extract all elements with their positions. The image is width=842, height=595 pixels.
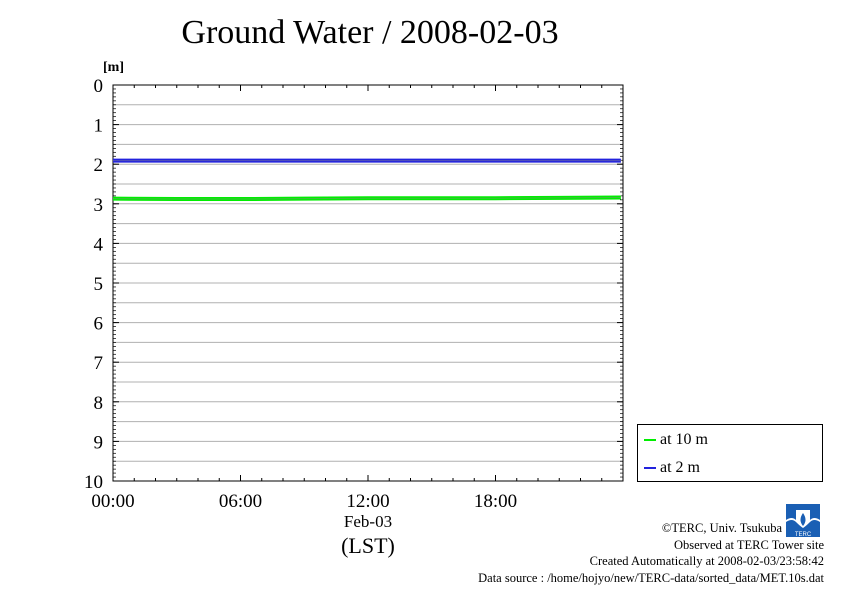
credit-created: Created Automatically at 2008-02-03/23:5…	[589, 554, 824, 568]
x-tick-label: 12:00	[346, 491, 389, 512]
y-tick-label: 6	[94, 314, 104, 335]
credit-copyright: ©TERC, Univ. Tsukuba	[661, 521, 782, 535]
y-tick-label: 3	[94, 195, 104, 216]
legend-swatch-10m	[644, 439, 656, 441]
legend-item-10m: at 10 m	[644, 431, 708, 449]
y-tick-label: 1	[94, 116, 104, 137]
x-tick-label: 18:00	[474, 491, 517, 512]
y-tick-label: 7	[94, 353, 104, 374]
y-tick-label: 0	[94, 76, 104, 97]
legend: at 10 m at 2 m	[637, 424, 823, 482]
legend-item-2m: at 2 m	[644, 459, 700, 477]
y-tick-label: 5	[94, 274, 104, 295]
x-tick-label: 06:00	[219, 491, 262, 512]
credit-site: Observed at TERC Tower site	[673, 537, 824, 552]
x-date-label: Feb-03	[344, 512, 392, 531]
legend-label-2m: at 2 m	[660, 459, 700, 476]
legend-label-10m: at 10 m	[660, 431, 708, 448]
credits: ©TERC, Univ. Tsukuba Observed at TERC To…	[478, 520, 824, 586]
chart-title: Ground Water / 2008-02-03	[181, 14, 559, 51]
legend-swatch-2m	[644, 467, 656, 469]
logo-text: TERC	[795, 532, 812, 538]
x-tick-label: 00:00	[91, 491, 134, 512]
y-tick-label: 4	[94, 234, 104, 255]
y-axis-label: [m]	[103, 60, 124, 75]
y-tick-label: 8	[94, 393, 104, 414]
series-line-core-0	[112, 196, 621, 200]
y-tick-label: 9	[94, 432, 104, 453]
y-tick-label: 10	[84, 472, 103, 493]
credit-source: Data source : /home/hojyo/new/TERC-data/…	[478, 570, 824, 585]
y-tick-label: 2	[94, 155, 104, 176]
terc-logo-icon: TERC	[784, 502, 822, 538]
x-unit-label: (LST)	[341, 533, 395, 558]
